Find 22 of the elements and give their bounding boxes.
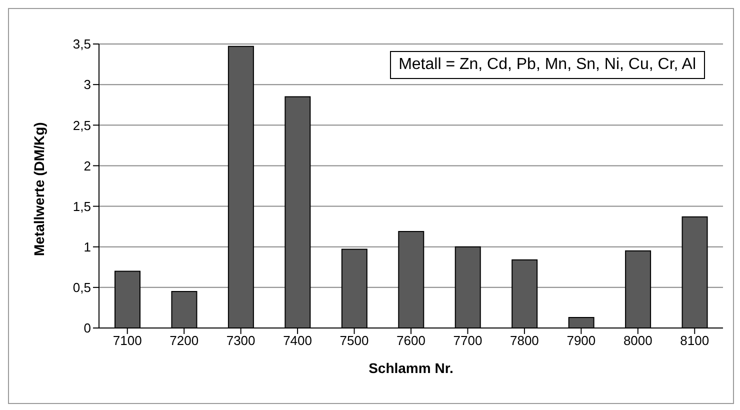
y-axis-title: Metallwerte (DM/Kg): [30, 122, 47, 256]
y-tick-label: 3: [84, 77, 91, 92]
x-tick-label: 7100: [112, 333, 142, 348]
x-tick-label: 7700: [453, 333, 482, 348]
y-tick-label: 2: [84, 158, 91, 174]
x-tick-label: 8100: [680, 333, 710, 348]
x-tick-label: 7300: [226, 333, 256, 348]
x-tick-label: 7900: [566, 333, 596, 348]
x-tick-label: 7400: [283, 333, 312, 348]
x-tick-label: 7600: [396, 333, 426, 348]
y-tick-label: 0: [84, 320, 91, 336]
x-tick-label: 7200: [170, 333, 199, 348]
x-axis-title: Schlamm Nr.: [368, 360, 454, 376]
y-tick-label: 0,5: [72, 280, 91, 296]
y-tick-label: 3,5: [72, 36, 91, 52]
y-tick-label: 2,5: [72, 118, 91, 133]
x-tick-label: 7500: [340, 333, 369, 348]
annotation: Metall = Zn, Cd, Pb, Mn, Sn, Ni, Cu, Cr, Al: [390, 51, 705, 79]
x-tick-label: 7800: [510, 333, 539, 348]
x-tick-label: 8000: [623, 333, 652, 348]
y-tick-label: 1,5: [72, 198, 91, 214]
y-tick-label: 1: [84, 239, 91, 254]
